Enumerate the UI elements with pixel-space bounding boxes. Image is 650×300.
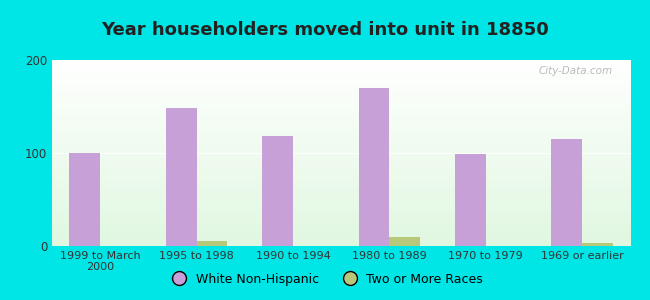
Text: Year householders moved into unit in 18850: Year householders moved into unit in 188… bbox=[101, 21, 549, 39]
Legend: White Non-Hispanic, Two or More Races: White Non-Hispanic, Two or More Races bbox=[162, 268, 488, 291]
Bar bbox=[455, 154, 486, 246]
Text: City-Data.com: City-Data.com bbox=[539, 66, 613, 76]
Bar bbox=[389, 237, 421, 246]
Bar bbox=[166, 108, 196, 246]
Bar bbox=[582, 243, 613, 246]
Bar bbox=[70, 153, 100, 246]
Bar bbox=[196, 241, 227, 246]
Bar bbox=[262, 136, 293, 246]
Bar bbox=[551, 139, 582, 246]
Bar bbox=[359, 88, 389, 246]
